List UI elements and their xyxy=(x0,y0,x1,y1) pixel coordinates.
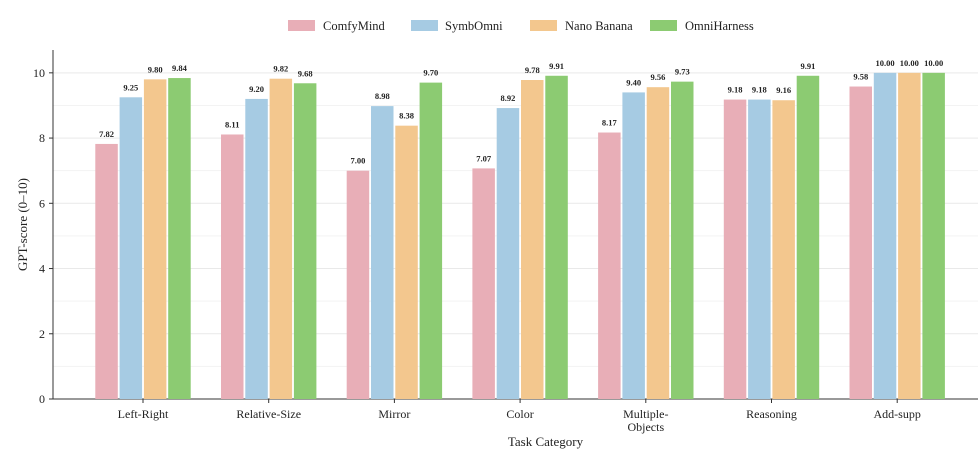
data-label: 10.00 xyxy=(875,58,894,68)
x-tick-label: Reasoning xyxy=(746,407,797,421)
bar xyxy=(293,83,317,399)
x-tick-label: Add-supp xyxy=(874,407,921,421)
legend-swatch xyxy=(411,20,438,31)
data-label: 8.11 xyxy=(225,119,239,129)
data-label: 9.73 xyxy=(675,67,690,77)
bar xyxy=(143,79,167,400)
bar xyxy=(598,132,621,399)
bar xyxy=(119,97,143,399)
x-tick-label: Multiple-Objects xyxy=(623,407,668,434)
bar xyxy=(245,98,268,399)
data-label: 10.00 xyxy=(924,58,943,68)
data-label: 9.58 xyxy=(853,72,868,82)
x-axis-title: Task Category xyxy=(508,434,584,449)
data-label: 8.38 xyxy=(399,111,414,121)
data-label: 9.20 xyxy=(249,84,264,94)
data-label: 9.16 xyxy=(776,85,791,95)
y-tick-label: 0 xyxy=(39,392,45,406)
data-label: 9.91 xyxy=(549,61,564,71)
data-label: 8.98 xyxy=(375,91,390,101)
bar xyxy=(723,99,747,399)
bar xyxy=(346,170,370,399)
data-label: 7.07 xyxy=(476,153,492,163)
y-tick-label: 10 xyxy=(33,66,45,80)
bar xyxy=(898,72,921,399)
bar xyxy=(849,86,872,400)
legend-swatch xyxy=(650,20,677,31)
data-label: 9.80 xyxy=(148,64,163,74)
y-axis-title: GPT-score (0–10) xyxy=(15,178,30,271)
bar xyxy=(748,99,771,399)
bar xyxy=(646,87,670,400)
data-label: 7.00 xyxy=(351,156,366,166)
data-label: 7.82 xyxy=(99,129,114,139)
bar xyxy=(371,106,394,399)
x-tick-label: Relative-Size xyxy=(236,407,301,421)
data-label: 10.00 xyxy=(900,58,919,68)
x-tick-label: Left-Right xyxy=(118,407,169,421)
data-label: 9.68 xyxy=(298,68,313,78)
data-label: 9.82 xyxy=(273,64,288,74)
bar xyxy=(521,80,544,399)
legend-label: ComfyMind xyxy=(323,19,386,33)
legend-label: Nano Banana xyxy=(565,19,633,33)
data-label: 9.18 xyxy=(752,85,767,95)
data-label: 8.17 xyxy=(602,118,618,128)
legend-swatch xyxy=(530,20,557,31)
bar xyxy=(496,108,520,399)
bar xyxy=(622,92,645,400)
data-label: 9.91 xyxy=(801,61,816,71)
data-label: 9.84 xyxy=(172,63,188,73)
y-tick-label: 2 xyxy=(39,327,45,341)
y-tick-label: 8 xyxy=(39,131,45,145)
bar xyxy=(221,134,244,399)
bar xyxy=(95,143,118,399)
bar xyxy=(472,168,495,399)
bar xyxy=(545,75,568,400)
x-tick-label: Color xyxy=(506,407,533,421)
data-label: 9.18 xyxy=(728,85,743,95)
bar xyxy=(395,125,418,400)
bar xyxy=(419,82,443,399)
bar xyxy=(671,81,694,400)
bar xyxy=(168,78,191,399)
bar xyxy=(772,100,795,399)
bar xyxy=(922,72,945,399)
data-label: 9.56 xyxy=(651,72,666,82)
x-tick-label: Mirror xyxy=(378,407,410,421)
bar xyxy=(873,72,897,399)
legend-label: SymbOmni xyxy=(445,19,503,33)
data-label: 9.40 xyxy=(626,77,641,87)
y-tick-label: 4 xyxy=(39,262,45,276)
data-label: 8.92 xyxy=(501,93,516,103)
data-label: 9.25 xyxy=(123,82,138,92)
data-label: 9.78 xyxy=(525,65,540,75)
bar xyxy=(269,78,293,399)
y-tick-label: 6 xyxy=(39,196,45,210)
bar xyxy=(796,75,820,400)
legend-label: OmniHarness xyxy=(685,19,754,33)
data-label: 9.70 xyxy=(423,68,438,78)
legend-swatch xyxy=(288,20,315,31)
